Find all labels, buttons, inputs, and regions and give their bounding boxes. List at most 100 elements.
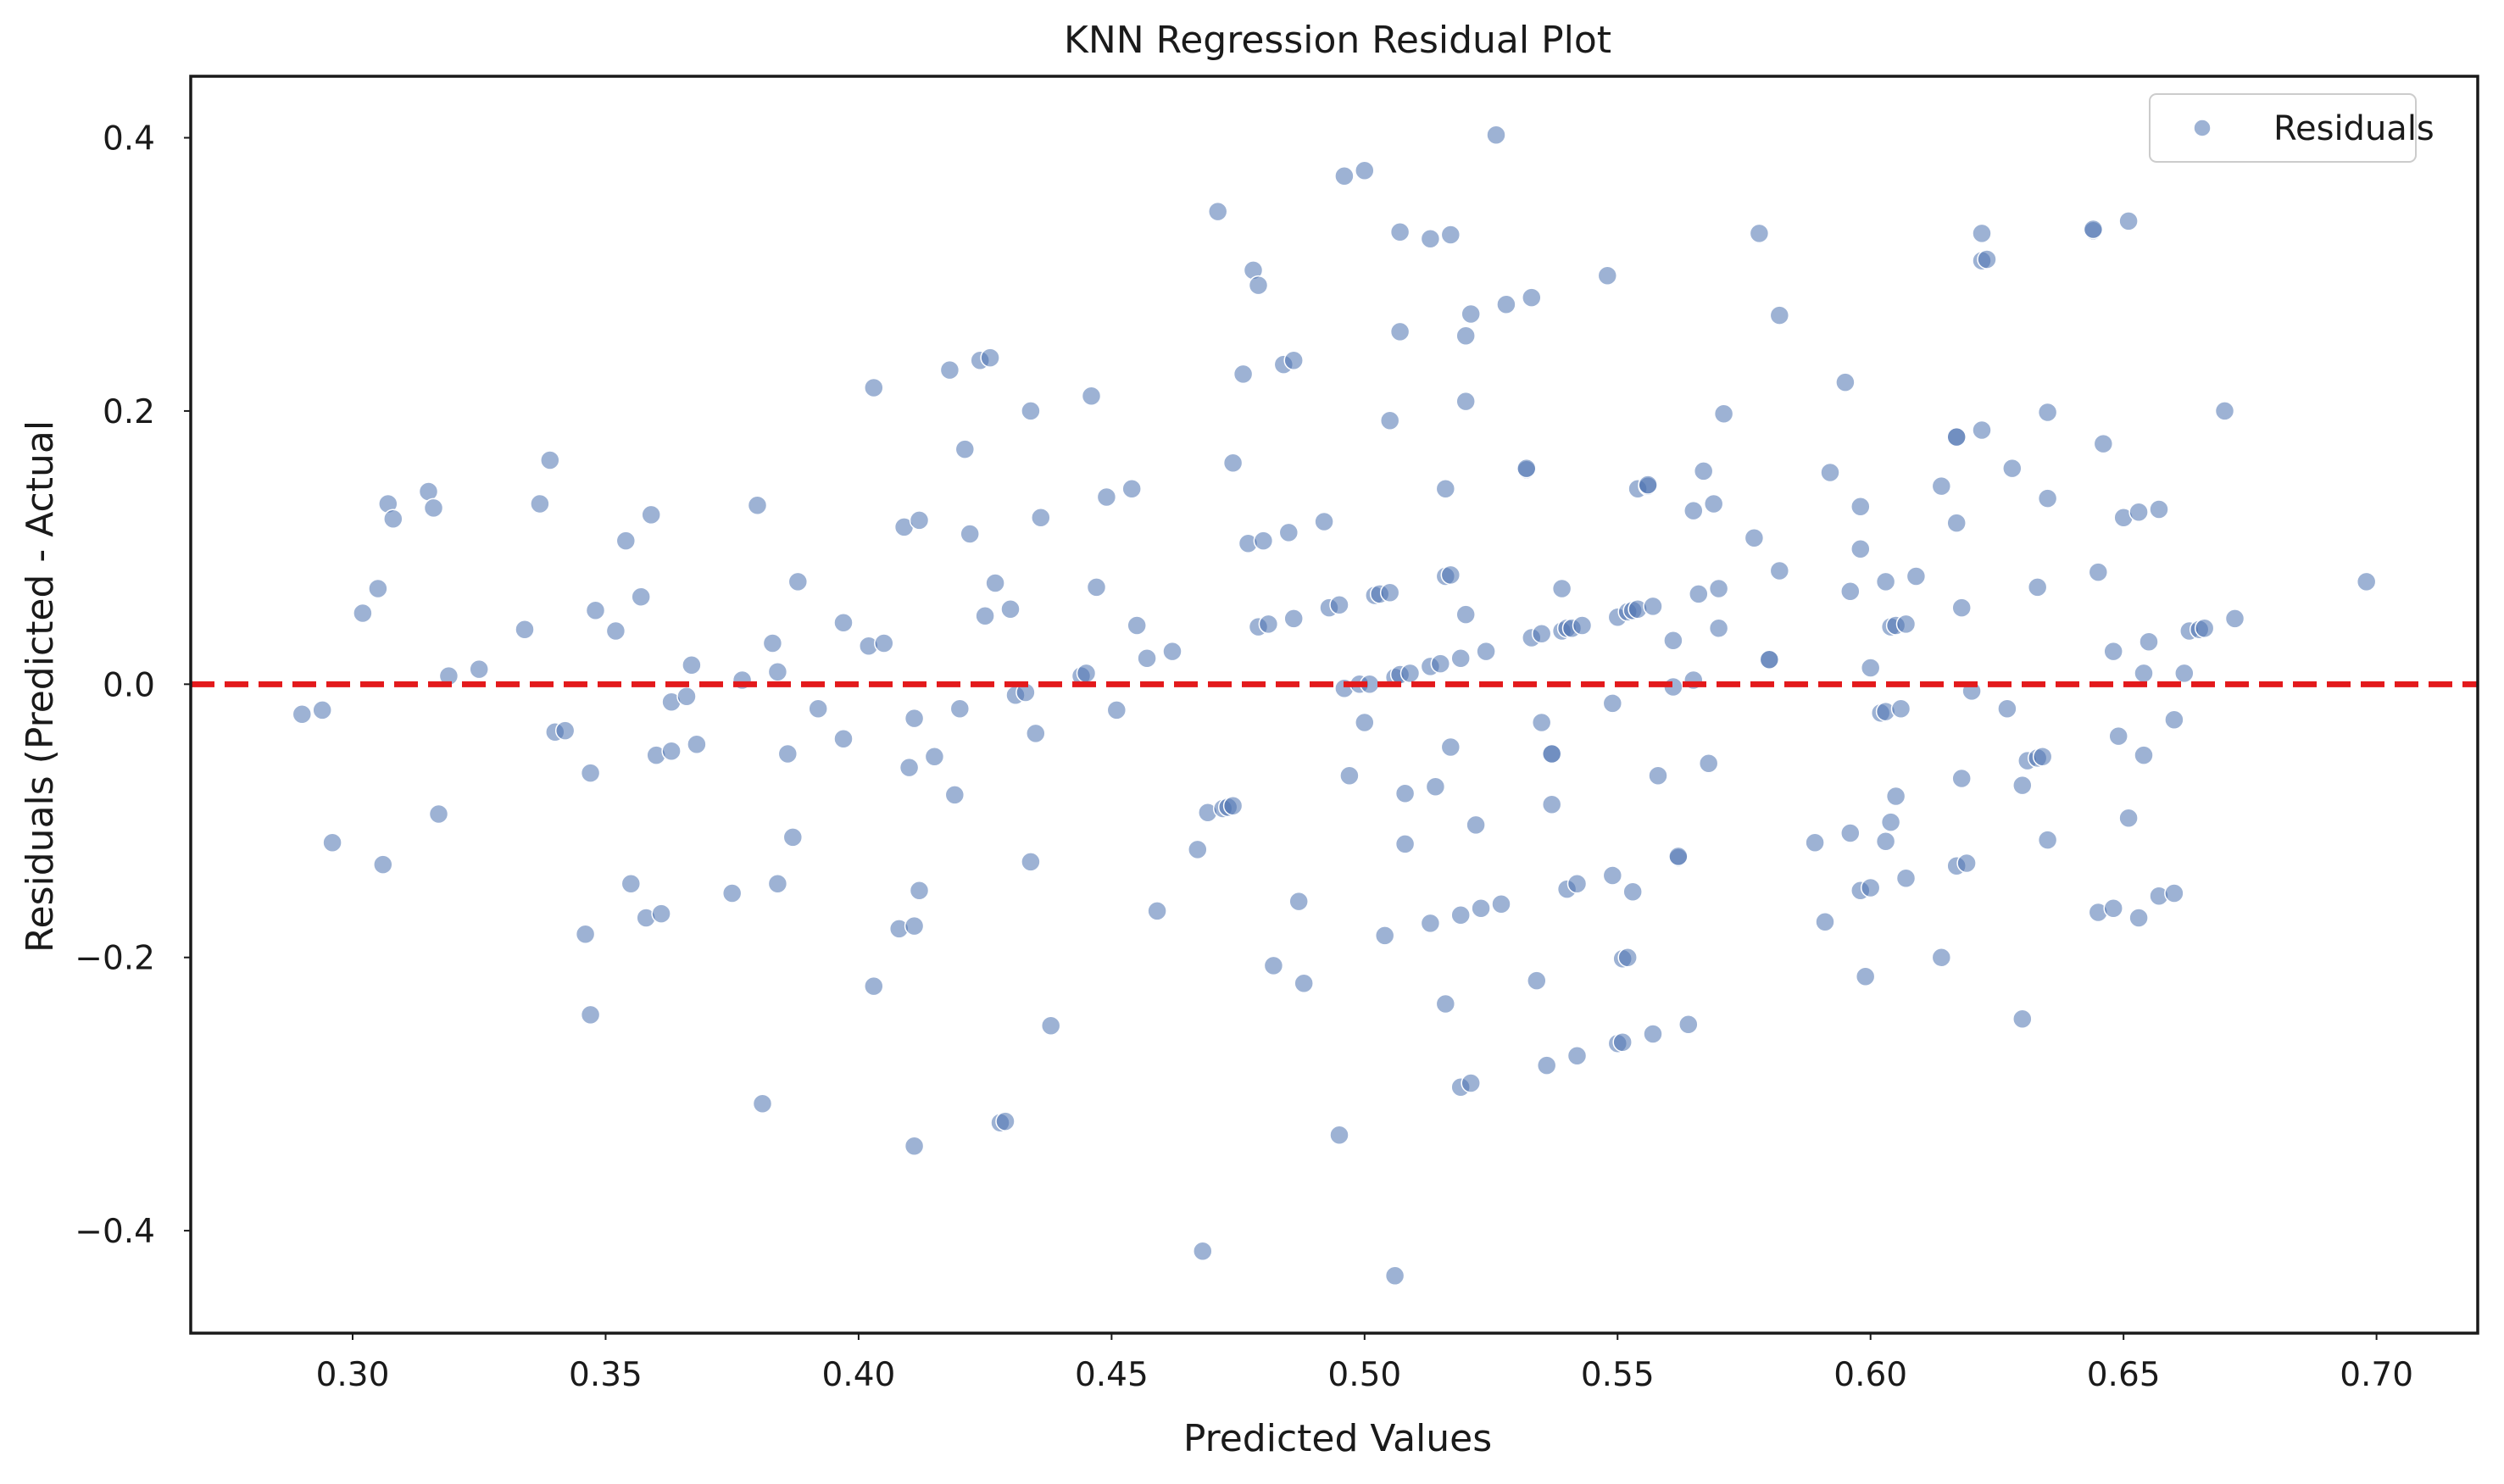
scatter-point [1394,783,1416,804]
scatter-point [808,698,828,720]
scatter-point [2128,908,2149,928]
scatter-point [661,741,682,762]
scatter-point [1931,947,1952,968]
scatter-point [2103,641,2123,662]
y-tick-label: 0.0 [103,666,155,704]
y-tick-label: −0.2 [75,940,155,978]
scatter-point [383,509,403,530]
scatter-point [1384,1265,1405,1287]
scatter-point [1708,618,1729,638]
scatter-point [1000,598,1021,620]
scatter-point [1951,768,1972,789]
scatter-point [1379,582,1400,603]
scatter-point [721,883,743,903]
legend-marker [2193,119,2212,137]
scatter-point [909,880,930,901]
scatter-point [620,873,642,894]
scatter-point [2083,219,2104,240]
scatter-point [615,531,637,551]
scatter-point [1708,578,1729,599]
scatter-point [1663,630,1683,651]
scatter-point [1263,955,1284,976]
scatter-point [1435,993,1456,1014]
x-tick-label: 0.35 [569,1356,643,1394]
scatter-point [1759,649,1780,670]
scatter-point [1334,165,1355,186]
scatter-point [833,613,854,633]
scatter-point [1040,1015,1061,1037]
scatter-point [1455,325,1476,347]
scatter-point [1612,1031,1633,1053]
scatter-point [605,620,626,642]
x-tick-label: 0.30 [316,1356,390,1394]
scatter-point [1121,479,1142,499]
scatter-point [1683,500,1704,521]
scatter-point [1566,873,1588,894]
scatter-point [787,571,809,592]
scatter-point [1450,904,1471,925]
scatter-point [1461,1073,1481,1093]
scatter-point [1890,698,1911,720]
scatter-point [1972,223,1992,244]
x-tick-label: 0.70 [2340,1356,2413,1394]
scatter-point [1283,350,1304,371]
legend-entry-residuals: Residuals [2273,109,2434,148]
scatter-point [540,450,560,470]
scatter-point [944,785,965,805]
scatter-point [1127,615,1147,636]
scatter-point [2164,883,2184,903]
scatter-point [960,524,980,544]
scatter-point [1643,596,1663,617]
scatter-point [1329,1125,1349,1146]
scatter-point [2012,1009,2033,1030]
scatter-point [1491,894,1511,914]
scatter-point [1476,641,1496,662]
scatter-point [1207,201,1228,222]
scatter-point [1031,507,1051,528]
scatter-point [874,633,894,653]
scatter-point [904,1136,925,1156]
scatter-point [1455,604,1476,625]
scatter-point [2037,402,2058,423]
scatter-point [1551,578,1572,599]
scatter-point [1379,410,1400,431]
x-tick-label: 0.50 [1327,1356,1401,1394]
scatter-point [1855,966,1876,987]
scatter-point [1860,877,1881,898]
scatter-point [1840,823,1861,843]
scatter-point [554,720,576,741]
scatter-point [909,510,930,531]
scatter-point [631,586,651,607]
scatter-point [2356,571,2377,592]
scatter-point [1222,796,1244,816]
scatter-point [1253,531,1274,551]
scatter-point [2139,631,2159,653]
scatter-point [687,734,707,754]
scatter-point [1374,925,1395,946]
legend: Residuals [2149,93,2434,163]
scatter-point [1815,912,1835,932]
scatter-point [777,743,798,764]
scatter-point [1026,723,1046,744]
scatter-point [353,603,373,624]
x-axis-label: Predicted Values [1183,1417,1492,1460]
scatter-point [1288,891,1309,912]
scatter-point [762,633,783,653]
scatter-point [292,704,313,725]
scatter-point [575,924,596,945]
scatter-point [1602,865,1623,886]
scatter-point [682,655,702,675]
scatter-point [949,698,971,720]
scatter-point [1283,609,1304,629]
scatter-point [904,708,925,729]
scatter-point [1536,1055,1557,1075]
scatter-point [2093,433,2114,454]
scatter-point [1946,426,1967,447]
scatter-point [1769,305,1790,325]
scatter-point [1430,653,1451,674]
scatter-point [1972,420,1992,441]
scatter-point [1137,648,1157,669]
scatter-point [752,1093,773,1114]
